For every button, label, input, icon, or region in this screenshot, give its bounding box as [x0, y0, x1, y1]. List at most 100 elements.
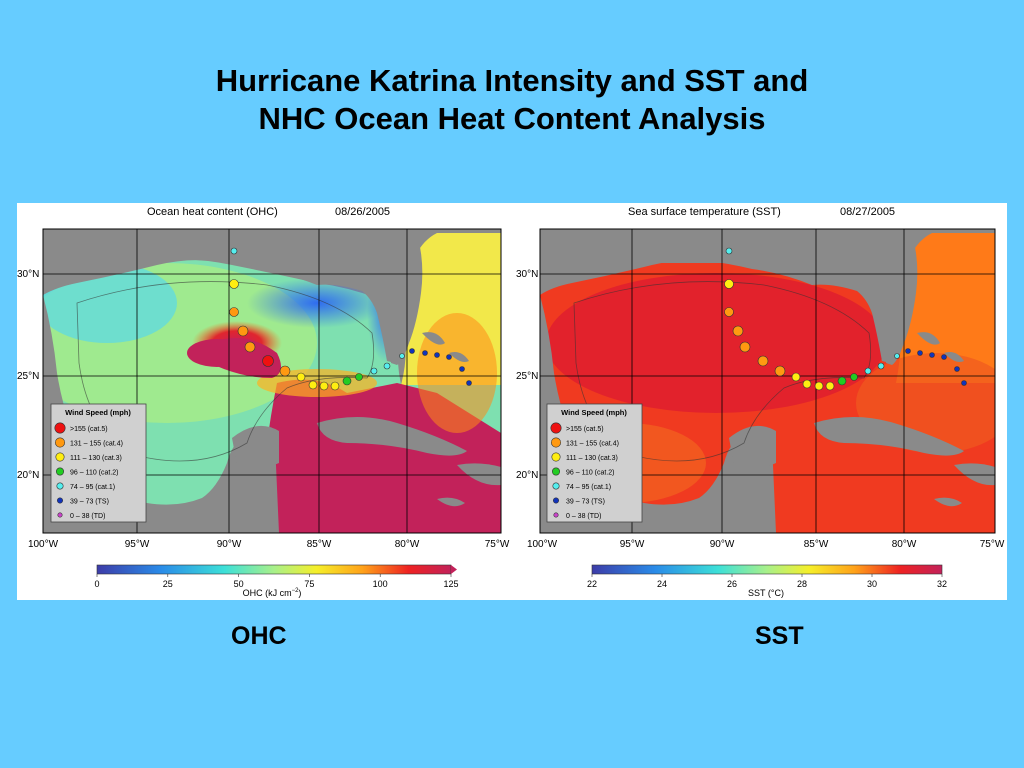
- ohc-legend-label-2: 111 – 130 (cat.3): [70, 455, 122, 462]
- sst-colorbar-tick-label-0: 22: [587, 579, 597, 589]
- sst-legend-marker-6: [553, 512, 559, 518]
- ohc-track-point-3: [237, 325, 249, 337]
- ohc-lon-label-100: 100°W: [28, 539, 59, 550]
- sst-track-point-12: [850, 373, 858, 381]
- ohc-colorbar-tick-label-2: 50: [234, 579, 244, 589]
- sst-wind-legend: Wind Speed (mph) >155 (cat.5) 131 – 155 (…: [546, 403, 643, 523]
- sst-lon-label-100: 100°W: [527, 539, 558, 550]
- ohc-wind-legend: Wind Speed (mph) >155 (cat.5) 131 – 155 (…: [50, 403, 147, 523]
- ohc-track-point-18: [434, 352, 440, 358]
- sst-track-point-16: [905, 348, 911, 354]
- ohc-track-point-9: [319, 381, 329, 391]
- sst-colorbar-tick-label-2: 26: [727, 579, 737, 589]
- ohc-track-point-12: [355, 373, 363, 381]
- sst-legend-marker-3: [551, 467, 560, 476]
- sst-legend-marker-4: [552, 482, 560, 490]
- ohc-track-point-16: [409, 348, 415, 354]
- sst-map-date: 08/27/2005: [840, 206, 895, 218]
- ohc-lat-label-30: 30°N: [17, 269, 39, 280]
- ohc-track-point-15: [399, 353, 405, 359]
- ohc-katrina-track: [229, 247, 472, 391]
- ohc-legend-marker-0: [54, 422, 66, 434]
- ohc-track-point-11: [342, 376, 352, 386]
- ohc-map-date: 08/26/2005: [335, 206, 390, 218]
- ohc-lat-label-25: 25°N: [17, 371, 39, 382]
- ohc-map-panel: Ocean heat content (OHC) 08/26/2005: [17, 203, 516, 600]
- ohc-legend-label-0: >155 (cat.5): [70, 426, 108, 433]
- ohc-legend-label-5: 39 – 73 (TS): [70, 499, 109, 506]
- sst-legend-marker-5: [552, 497, 559, 504]
- sst-track-point-13: [864, 367, 872, 375]
- sst-legend-marker-1: [550, 437, 561, 448]
- sst-colorbar: 22 24 26 28 30 32 SST (°C): [587, 564, 947, 598]
- ohc-legend-marker-2: [55, 452, 65, 462]
- sst-legend-label-2: 111 – 130 (cat.3): [566, 455, 618, 462]
- sst-legend-label-3: 96 – 110 (cat.2): [566, 470, 615, 477]
- sst-map-title: Sea surface temperature (SST): [628, 206, 781, 218]
- ohc-track-point-7: [296, 372, 306, 382]
- ohc-lon-label-85: 85°W: [307, 539, 332, 550]
- sst-track-point-9: [814, 381, 824, 391]
- sst-track-point-18: [929, 352, 935, 358]
- ohc-legend-label-4: 74 – 95 (cat.1): [70, 484, 115, 491]
- sst-track-point-4: [739, 341, 751, 353]
- sst-colorbar-label: SST (°C): [748, 588, 784, 598]
- ohc-track-point-10: [330, 381, 340, 391]
- sst-track-point-20: [954, 366, 960, 372]
- slide-title-line1: Hurricane Katrina Intensity and SST and: [215, 63, 809, 98]
- ohc-lat-label-20: 20°N: [17, 470, 39, 481]
- sst-lat-label-20: 20°N: [516, 470, 538, 481]
- sst-legend-label-1: 131 – 155 (cat.4): [566, 441, 619, 448]
- sst-lon-label-95: 95°W: [620, 539, 645, 550]
- sst-colorbar-tick-label-3: 28: [797, 579, 807, 589]
- sst-lon-label-85: 85°W: [804, 539, 829, 550]
- ohc-colorbar-tick-label-4: 100: [373, 579, 388, 589]
- ohc-legend-label-1: 131 – 155 (cat.4): [70, 441, 123, 448]
- sst-katrina-track: [724, 247, 967, 391]
- sst-legend-label-0: >155 (cat.5): [566, 426, 604, 433]
- ohc-colorbar-tick-label-1: 25: [163, 579, 173, 589]
- sst-map-figure: Sea surface temperature (SST) 08/27/2005: [516, 206, 1005, 598]
- sst-colorbar-tick-label-1: 24: [657, 579, 667, 589]
- sst-colorbar-tick-label-4: 30: [867, 579, 877, 589]
- sst-track-point-3: [732, 325, 744, 337]
- slide-title-line2: NHC Ocean Heat Content Analysis: [258, 101, 766, 136]
- ohc-lon-label-90: 90°W: [217, 539, 242, 550]
- ohc-colorbar-tick-label-3: 75: [304, 579, 314, 589]
- ohc-track-point-5: [262, 355, 274, 367]
- sst-track-point-14: [877, 362, 885, 370]
- ohc-colorbar: 0 25 50 75 100 125 OHC (kJ cm−2): [94, 564, 459, 598]
- ohc-map-title: Ocean heat content (OHC): [147, 206, 278, 218]
- ohc-lon-label-75: 75°W: [485, 539, 510, 550]
- ohc-track-point-17: [422, 350, 428, 356]
- ohc-track-point-1: [229, 279, 239, 289]
- sst-lon-label-80: 80°W: [892, 539, 917, 550]
- sst-track-point-19: [941, 354, 947, 360]
- ohc-lon-label-80: 80°W: [395, 539, 420, 550]
- sst-track-point-6: [774, 365, 786, 377]
- ohc-colorbar-tick-label-0: 0: [94, 579, 99, 589]
- sst-track-point-15: [894, 353, 900, 359]
- ohc-legend-marker-1: [54, 437, 65, 448]
- sst-track-point-2: [724, 307, 734, 317]
- sst-legend-label-5: 39 – 73 (TS): [566, 499, 605, 506]
- sst-legend-label-6: 0 – 38 (TD): [566, 513, 601, 520]
- ohc-legend-label-3: 96 – 110 (cat.2): [70, 470, 119, 477]
- sst-track-point-7: [791, 372, 801, 382]
- ohc-track-point-2: [229, 307, 239, 317]
- ohc-legend-marker-5: [56, 497, 63, 504]
- ohc-track-point-19: [446, 354, 452, 360]
- sst-map-panel: Sea surface temperature (SST) 08/27/2005: [516, 203, 1007, 600]
- sst-caption: SST: [755, 622, 804, 650]
- ohc-track-point-21: [466, 380, 472, 386]
- ohc-track-point-13: [370, 367, 378, 375]
- ohc-lon-label-95: 95°W: [125, 539, 150, 550]
- ohc-track-point-6: [279, 365, 291, 377]
- sst-lat-label-25: 25°N: [516, 371, 538, 382]
- ohc-track-point-20: [459, 366, 465, 372]
- sst-legend-title: Wind Speed (mph): [561, 408, 627, 417]
- ohc-track-point-14: [383, 362, 391, 370]
- sst-track-point-11: [837, 376, 847, 386]
- slide-title: Hurricane Katrina Intensity and SST and …: [0, 62, 1024, 138]
- sst-map-area: [540, 229, 995, 533]
